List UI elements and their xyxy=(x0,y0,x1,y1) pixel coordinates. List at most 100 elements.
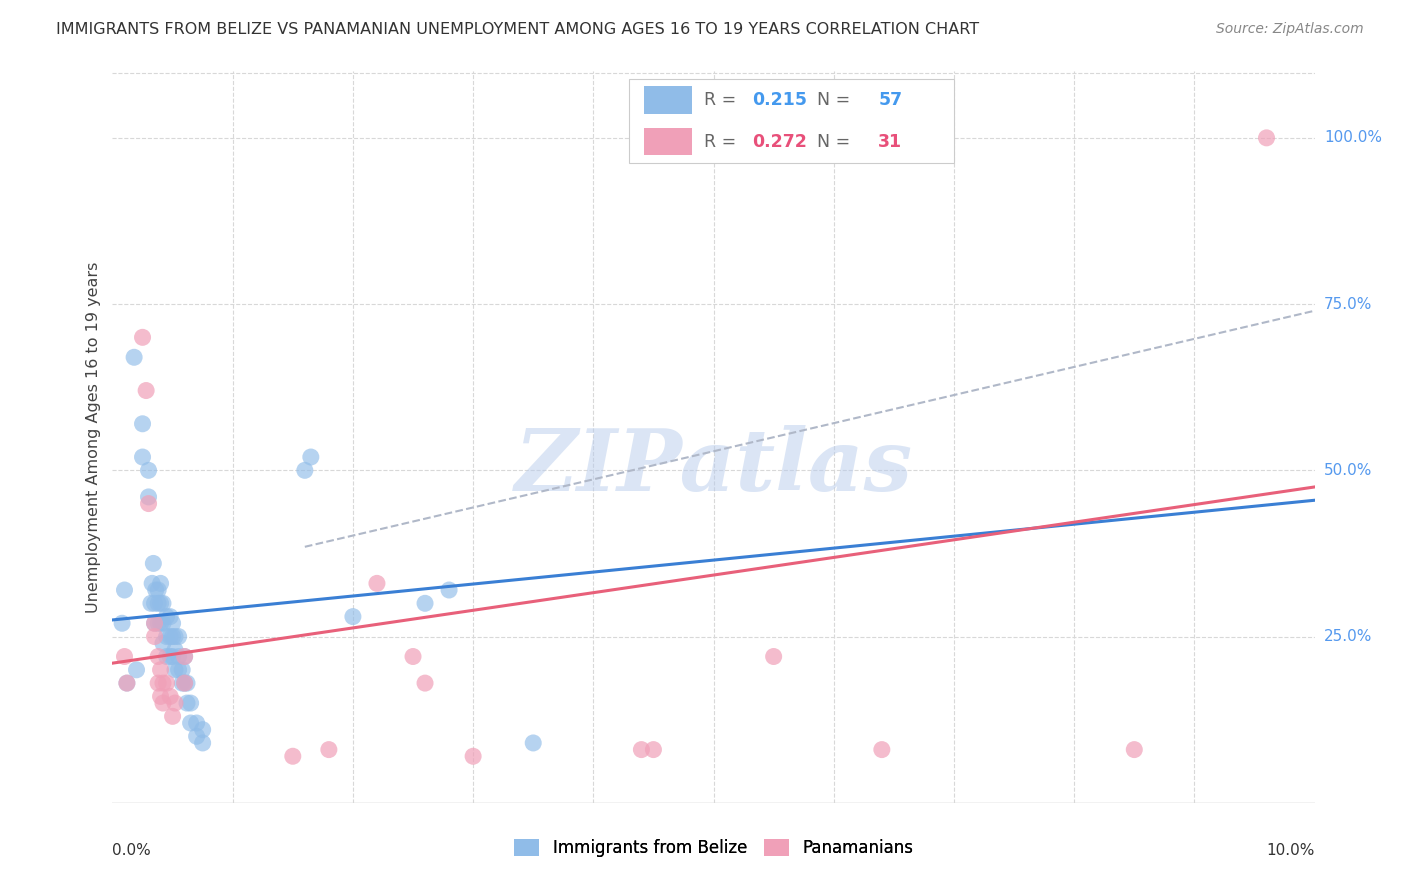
Point xyxy=(762,649,785,664)
Point xyxy=(167,649,190,664)
FancyBboxPatch shape xyxy=(630,78,953,162)
Point xyxy=(870,742,893,756)
Point xyxy=(145,582,167,597)
Point xyxy=(1256,131,1278,145)
Point xyxy=(163,663,186,677)
Point xyxy=(131,450,153,464)
Point xyxy=(146,676,169,690)
Point xyxy=(155,630,177,644)
Point xyxy=(162,709,184,723)
Point xyxy=(162,616,184,631)
Point xyxy=(461,749,484,764)
Text: IMMIGRANTS FROM BELIZE VS PANAMANIAN UNEMPLOYMENT AMONG AGES 16 TO 19 YEARS CORR: IMMIGRANTS FROM BELIZE VS PANAMANIAN UNE… xyxy=(56,22,980,37)
Point xyxy=(138,490,160,504)
Point xyxy=(155,649,177,664)
Point xyxy=(143,616,166,631)
Point xyxy=(125,663,148,677)
Point xyxy=(115,676,138,690)
Point xyxy=(413,596,436,610)
Point xyxy=(173,649,195,664)
Point xyxy=(173,676,195,690)
Point xyxy=(162,649,184,664)
Point xyxy=(172,663,194,677)
Point xyxy=(186,716,208,731)
Point xyxy=(162,630,184,644)
Text: 75.0%: 75.0% xyxy=(1324,297,1372,311)
Text: 25.0%: 25.0% xyxy=(1324,629,1372,644)
Point xyxy=(180,716,202,731)
Text: 0.215: 0.215 xyxy=(752,91,807,109)
Point xyxy=(172,676,194,690)
Point xyxy=(142,557,165,571)
Point xyxy=(141,576,163,591)
Point xyxy=(163,643,186,657)
Point xyxy=(152,676,174,690)
Point xyxy=(149,596,172,610)
Text: 31: 31 xyxy=(879,133,903,151)
Point xyxy=(143,596,166,610)
Text: Source: ZipAtlas.com: Source: ZipAtlas.com xyxy=(1216,22,1364,37)
Text: 50.0%: 50.0% xyxy=(1324,463,1372,478)
Point xyxy=(1123,742,1146,756)
Point xyxy=(163,630,186,644)
Point xyxy=(437,582,460,597)
Point xyxy=(146,596,169,610)
Point xyxy=(318,742,340,756)
Text: 0.272: 0.272 xyxy=(752,133,807,151)
Point xyxy=(135,384,157,398)
Point xyxy=(143,616,166,631)
Point xyxy=(131,330,153,344)
Point xyxy=(143,630,166,644)
Point xyxy=(159,609,181,624)
Point xyxy=(191,736,214,750)
Point xyxy=(149,576,172,591)
Point xyxy=(149,616,172,631)
Point xyxy=(115,676,138,690)
Point xyxy=(522,736,544,750)
Text: 57: 57 xyxy=(879,91,903,109)
Point xyxy=(191,723,214,737)
Point xyxy=(114,649,136,664)
Point xyxy=(173,649,195,664)
Point xyxy=(167,663,190,677)
Point xyxy=(152,616,174,631)
Text: 10.0%: 10.0% xyxy=(1267,843,1315,858)
Point xyxy=(294,463,316,477)
Point xyxy=(138,497,160,511)
Point xyxy=(131,417,153,431)
Point xyxy=(111,616,134,631)
Legend: Immigrants from Belize, Panamanians: Immigrants from Belize, Panamanians xyxy=(508,832,920,864)
Point xyxy=(173,676,195,690)
Point xyxy=(146,582,169,597)
Point xyxy=(186,729,208,743)
Y-axis label: Unemployment Among Ages 16 to 19 years: Unemployment Among Ages 16 to 19 years xyxy=(86,261,101,613)
FancyBboxPatch shape xyxy=(644,86,692,114)
Text: 0.0%: 0.0% xyxy=(112,843,152,858)
Point xyxy=(149,663,172,677)
Text: R =: R = xyxy=(704,133,742,151)
Point xyxy=(159,690,181,704)
Point xyxy=(180,696,202,710)
Point xyxy=(342,609,364,624)
Point xyxy=(155,609,177,624)
Point xyxy=(281,749,304,764)
Point xyxy=(149,690,172,704)
Text: N =: N = xyxy=(806,91,856,109)
Point xyxy=(139,596,162,610)
Point xyxy=(167,630,190,644)
Point xyxy=(413,676,436,690)
FancyBboxPatch shape xyxy=(644,128,692,155)
Point xyxy=(152,596,174,610)
Point xyxy=(159,649,181,664)
Text: N =: N = xyxy=(806,133,856,151)
Point xyxy=(630,742,652,756)
Point xyxy=(176,696,198,710)
Point xyxy=(152,696,174,710)
Point xyxy=(163,696,186,710)
Point xyxy=(146,616,169,631)
Point xyxy=(146,649,169,664)
Text: ZIPatlas: ZIPatlas xyxy=(515,425,912,508)
Text: R =: R = xyxy=(704,91,742,109)
Point xyxy=(366,576,388,591)
Point xyxy=(155,676,177,690)
